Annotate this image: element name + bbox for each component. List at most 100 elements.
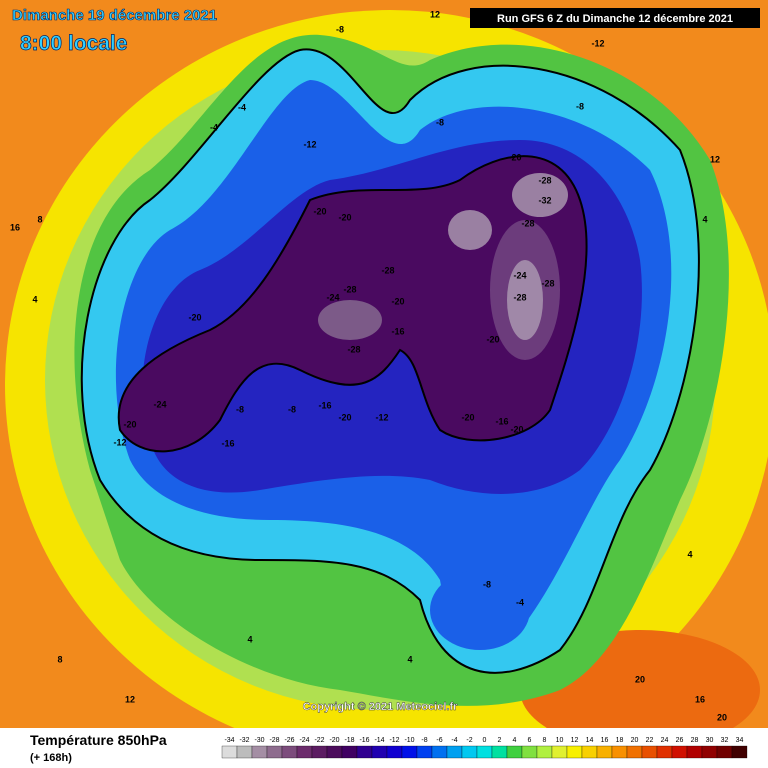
zone-extreme <box>318 300 382 340</box>
scale-swatch <box>476 745 493 759</box>
scale-swatch <box>581 745 598 759</box>
scale-label: -24 <box>299 737 309 744</box>
scale-label: -20 <box>329 737 339 744</box>
contour-label: 8 <box>57 654 62 664</box>
contour-label: -24 <box>513 270 526 280</box>
scale-label: 2 <box>498 737 502 744</box>
contour-label: 8 <box>37 214 42 224</box>
scale-label: 28 <box>691 737 699 744</box>
scale-label: -18 <box>344 737 354 744</box>
contour-label: 12 <box>430 9 440 19</box>
contour-label: -20 <box>338 412 351 422</box>
contour-label: 12 <box>710 154 720 164</box>
scale-label: 26 <box>676 737 684 744</box>
contour-label: -12 <box>375 412 388 422</box>
scale-swatch <box>311 745 328 759</box>
scale-label: 12 <box>571 737 579 744</box>
scale-swatch <box>551 745 568 759</box>
time: 8:00 locale <box>20 32 127 55</box>
contour-label: -28 <box>513 292 526 302</box>
contour-label: -20 <box>123 419 136 429</box>
scale-swatch <box>506 745 523 759</box>
scale-swatch <box>281 745 298 759</box>
scale-label: 10 <box>556 737 564 744</box>
contour-label: -20 <box>461 412 474 422</box>
contour-label: -28 <box>343 284 356 294</box>
scale-label: -8 <box>421 737 427 744</box>
footer-title: Température 850hPa <box>30 732 167 748</box>
scale-swatch <box>401 745 418 759</box>
scale-swatch <box>296 745 313 759</box>
contour-label: 12 <box>125 694 135 704</box>
scale-swatch <box>461 745 478 759</box>
scale-label: 4 <box>513 737 517 744</box>
contour-label: -8 <box>236 404 244 414</box>
contour-label: -28 <box>541 278 554 288</box>
scale-swatch <box>521 745 538 759</box>
scale-label: -6 <box>436 737 442 744</box>
scale-swatch <box>491 745 508 759</box>
contour-label: -20 <box>508 152 521 162</box>
contour-label: -20 <box>391 296 404 306</box>
scale-label: 8 <box>543 737 547 744</box>
scale-swatch <box>731 745 748 759</box>
scale-label: 0 <box>483 737 487 744</box>
scale-label: -26 <box>284 737 294 744</box>
contour-label: -16 <box>391 326 404 336</box>
scale-swatch <box>236 745 253 759</box>
scale-label: -2 <box>466 737 472 744</box>
scale-swatch <box>716 745 733 759</box>
contour-label: -20 <box>486 334 499 344</box>
contour-label: -12 <box>591 38 604 48</box>
scale-label: -14 <box>374 737 384 744</box>
contour-label: -20 <box>188 312 201 322</box>
zone-extreme-core <box>512 173 568 217</box>
scale-swatch <box>326 745 343 759</box>
run-box <box>470 8 760 28</box>
contour-label: -4 <box>516 597 524 607</box>
contour-label: 4 <box>32 294 37 304</box>
contour-label: -16 <box>221 438 234 448</box>
contour-label: -28 <box>381 265 394 275</box>
contour-label: -28 <box>521 218 534 228</box>
zone-extreme-core <box>448 210 492 250</box>
scale-label: 34 <box>736 737 744 744</box>
scale-swatch <box>596 745 613 759</box>
contour-label: -12 <box>303 139 316 149</box>
zone-cold-europe <box>430 570 530 650</box>
scale-label: 22 <box>646 737 654 744</box>
scale-swatch <box>611 745 628 759</box>
contour-label: 20 <box>635 674 645 684</box>
contour-label: -8 <box>436 117 444 127</box>
scale-label: -22 <box>314 737 324 744</box>
contour-label: -8 <box>288 404 296 414</box>
contour-label: -4 <box>238 102 246 112</box>
contour-label: 4 <box>407 654 412 664</box>
scale-swatch <box>566 745 583 759</box>
scale-swatch <box>341 745 358 759</box>
contour-label: -16 <box>495 416 508 426</box>
scale-label: 30 <box>706 737 714 744</box>
contour-label: 4 <box>687 549 692 559</box>
scale-label: 32 <box>721 737 729 744</box>
contour-label: -8 <box>576 101 584 111</box>
scale-swatch <box>251 745 268 759</box>
scale-swatch <box>626 745 643 759</box>
contour-label: -8 <box>483 579 491 589</box>
contour-label: -20 <box>510 424 523 434</box>
scale-swatch <box>536 745 553 759</box>
run: Run GFS 6 Z du Dimanche 12 décembre 2021 <box>497 13 733 25</box>
scale-swatch <box>686 745 703 759</box>
scale-label: 20 <box>631 737 639 744</box>
copyright: Copyright © 2021 Meteociel.fr <box>303 701 459 713</box>
scale-label: 24 <box>661 737 669 744</box>
scale-swatch <box>641 745 658 759</box>
contour-label: 16 <box>10 222 20 232</box>
contour-label: -12 <box>113 437 126 447</box>
scale-label: -34 <box>224 737 234 744</box>
contour-label: 16 <box>695 694 705 704</box>
scale-label: 14 <box>586 737 594 744</box>
contour-label: 4 <box>247 634 252 644</box>
scale-label: -16 <box>359 737 369 744</box>
